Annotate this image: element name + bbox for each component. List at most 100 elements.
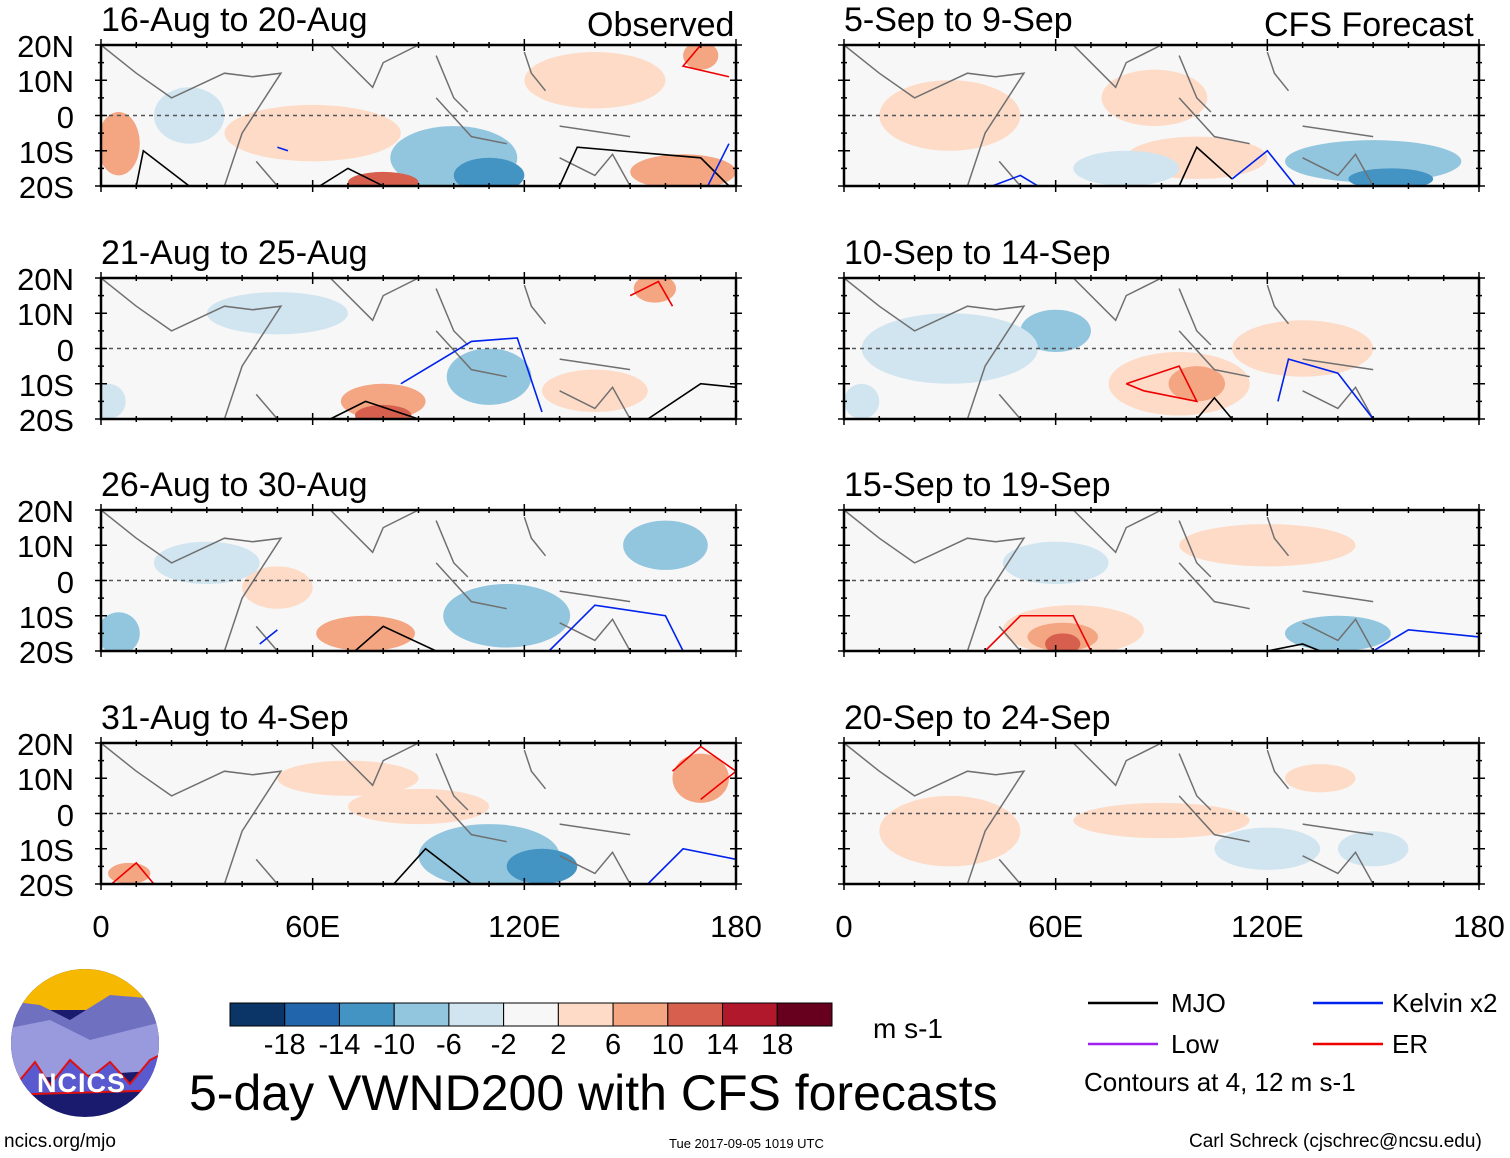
lat-tick-label: 10S xyxy=(18,367,74,403)
lat-tick-label: 20S xyxy=(18,403,74,438)
coastline xyxy=(1072,510,1162,554)
lon-tick-label: 60E xyxy=(1028,909,1084,944)
contour-note: Contours at 4, 12 m s-1 xyxy=(1084,1067,1356,1097)
lat-tick-label: 20N xyxy=(17,494,74,529)
lat-tick-label: 10N xyxy=(17,64,74,100)
kelvin-contour xyxy=(1372,629,1479,651)
lat-tick-label: 10S xyxy=(18,134,74,170)
anomaly-region xyxy=(1337,831,1409,867)
coastline xyxy=(1178,753,1212,811)
anomaly-region xyxy=(844,383,880,419)
coastline xyxy=(1302,590,1374,603)
lat-tick-label: 0 xyxy=(56,99,74,135)
er-contour xyxy=(1125,365,1199,403)
lat-tick-label: 10S xyxy=(18,599,74,635)
colorbar-tick-label: 14 xyxy=(706,1029,739,1061)
coastline xyxy=(1266,516,1290,557)
anomaly-region xyxy=(1020,309,1091,353)
mjo-contour xyxy=(1267,643,1321,651)
coastline xyxy=(101,510,283,651)
mjo-contour xyxy=(647,382,736,419)
anomaly-region xyxy=(524,52,666,109)
anomaly-region xyxy=(541,369,648,412)
coastline xyxy=(523,51,547,92)
coastline xyxy=(998,858,1021,884)
kelvin-contour xyxy=(400,337,543,413)
legend-low: Low xyxy=(1171,1029,1219,1059)
anomaly-region xyxy=(1101,69,1208,127)
lon-tick-label: 180 xyxy=(710,909,762,944)
coastline xyxy=(329,510,419,554)
colorbar-tick-label: 2 xyxy=(550,1029,567,1061)
logo-text: NCICS xyxy=(37,1068,127,1098)
coastline xyxy=(1302,125,1374,138)
coastline xyxy=(1178,562,1250,610)
lon-tick-label: 0 xyxy=(835,909,853,944)
anomaly-region xyxy=(224,104,401,162)
coastline xyxy=(1072,743,1162,787)
footer-author: Carl Schreck (cjschrec@ncsu.edu) xyxy=(1189,1131,1482,1152)
footer-url[interactable]: ncics.org/mjo xyxy=(4,1131,116,1152)
coastline xyxy=(329,743,419,787)
coastline xyxy=(329,278,419,322)
coastline xyxy=(559,152,631,186)
lat-tick-label: 10N xyxy=(17,297,74,333)
kelvin-contour xyxy=(647,847,736,884)
mjo-contour xyxy=(319,167,384,186)
coastline xyxy=(435,288,469,346)
anomaly-region xyxy=(879,795,1021,867)
coastline xyxy=(255,160,278,186)
panel-title: 20-Sep to 24-Sep xyxy=(844,699,1111,737)
anomaly-region xyxy=(206,292,348,335)
coastline xyxy=(844,278,1026,419)
panel-title: 10-Sep to 14-Sep xyxy=(844,234,1111,272)
coastline xyxy=(559,125,631,138)
coastline xyxy=(435,330,507,378)
coastline xyxy=(1266,284,1290,325)
map-panel xyxy=(838,39,1485,192)
coastline xyxy=(998,393,1021,419)
observed-header: Observed xyxy=(587,6,735,44)
coastline xyxy=(435,97,507,145)
colorbar-tick-label: 10 xyxy=(651,1029,684,1061)
coastline xyxy=(559,358,631,371)
kelvin-contour xyxy=(991,174,1039,186)
anomaly-region xyxy=(506,848,578,884)
colorbar-tick-label: 18 xyxy=(761,1029,794,1061)
anomaly-region xyxy=(446,348,532,405)
kelvin-contour xyxy=(548,604,684,651)
lon-tick-label: 0 xyxy=(92,909,110,944)
coastline xyxy=(435,520,469,578)
panel-title: 26-Aug to 30-Aug xyxy=(101,466,368,504)
anomaly-region xyxy=(1284,615,1391,651)
coastline xyxy=(559,385,631,419)
legend-er: ER xyxy=(1392,1029,1429,1059)
lon-tick-label: 120E xyxy=(488,909,561,944)
mjo-contour xyxy=(329,400,419,419)
coastline xyxy=(1178,55,1212,113)
anomaly-region xyxy=(316,615,415,651)
map-panel xyxy=(95,272,742,425)
anomaly-region xyxy=(277,760,419,796)
lat-tick-label: 10S xyxy=(18,832,74,868)
coastline xyxy=(559,823,631,836)
anomaly-region xyxy=(1002,541,1109,585)
panel-title: 5-Sep to 9-Sep xyxy=(844,1,1073,39)
map-panel xyxy=(95,39,742,192)
er-contour xyxy=(629,280,674,307)
lon-tick-label: 180 xyxy=(1453,909,1505,944)
kelvin-contour xyxy=(1277,358,1374,419)
panel-title: 31-Aug to 4-Sep xyxy=(101,699,349,737)
lat-tick-label: 0 xyxy=(56,332,74,368)
panel-title: 16-Aug to 20-Aug xyxy=(101,1,368,39)
coastline xyxy=(844,743,1026,884)
coastline xyxy=(435,795,507,843)
colorbar-tick-label: -14 xyxy=(318,1029,361,1061)
coastline xyxy=(101,743,283,884)
anomaly-region xyxy=(1284,764,1356,793)
map-panel xyxy=(838,504,1485,657)
coastline xyxy=(1302,823,1374,836)
